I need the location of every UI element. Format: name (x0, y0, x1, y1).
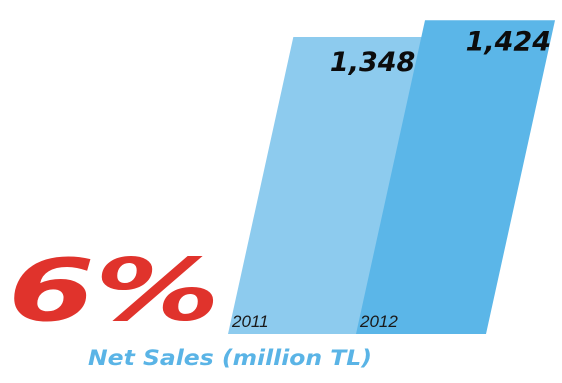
labels-group: 1,348 2011 1,424 2012 (231, 26, 551, 331)
bar-2012 (356, 20, 556, 335)
growth-percentage: 6% (8, 241, 220, 341)
bar-value-label-2012: 1,424 (466, 26, 551, 57)
chart-title: Net Sales (million TL) (88, 346, 372, 370)
bars-group (228, 20, 556, 335)
category-label-2011: 2011 (231, 312, 269, 331)
category-label-2012: 2012 (359, 312, 398, 331)
bar-value-label-2011: 1,348 (330, 47, 415, 78)
bar-2011 (228, 37, 424, 335)
